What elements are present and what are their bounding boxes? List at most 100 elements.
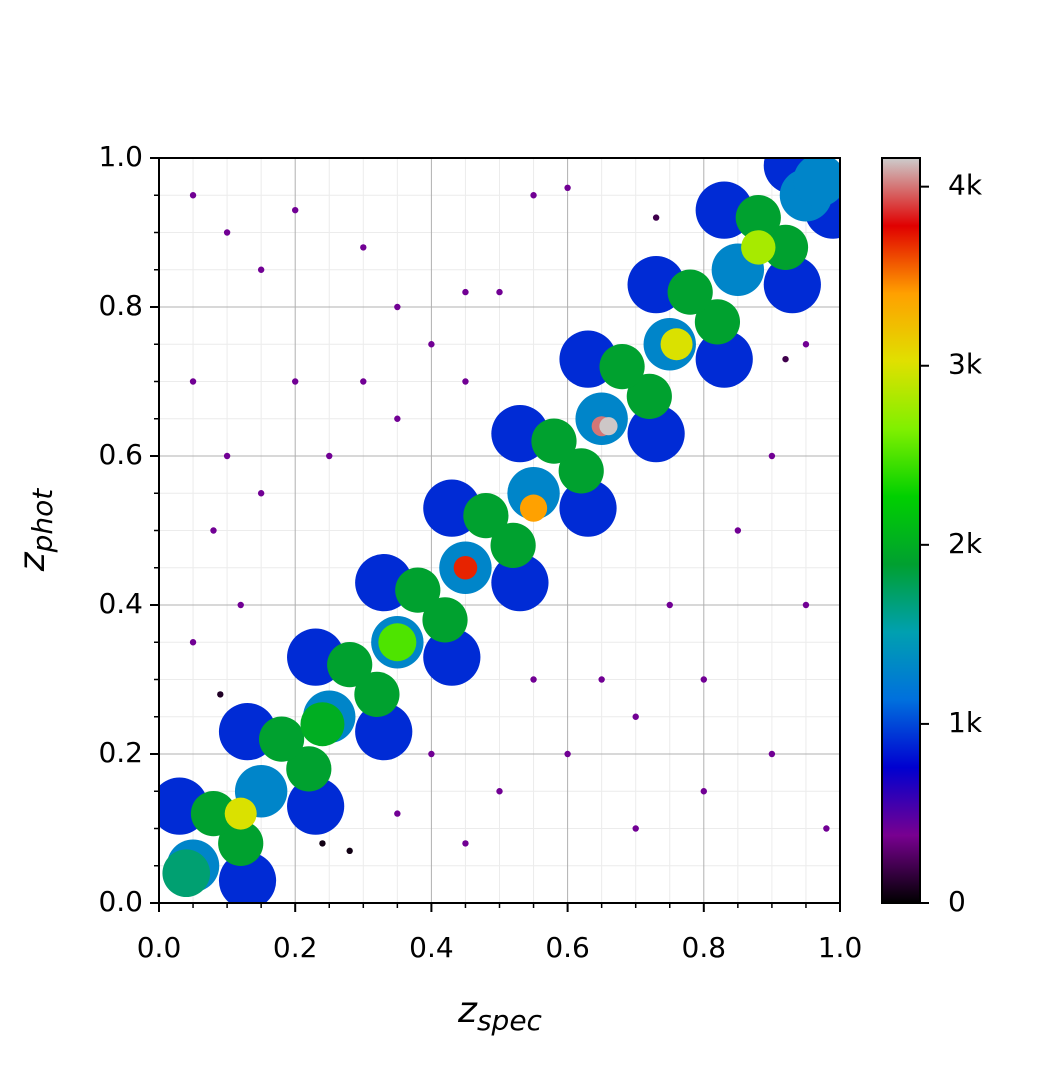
- point: [224, 797, 257, 830]
- point: [292, 206, 299, 214]
- colorbar-tick-label: 0: [948, 885, 966, 918]
- point: [491, 554, 549, 612]
- point: [237, 601, 244, 609]
- point: [394, 303, 401, 311]
- point: [667, 269, 713, 315]
- point: [189, 639, 197, 646]
- point: [453, 555, 478, 580]
- point: [768, 452, 776, 460]
- y-tick-label: 0.4: [98, 587, 143, 620]
- y-tick-label: 1.0: [98, 140, 143, 173]
- point: [223, 452, 231, 460]
- point: [632, 825, 639, 832]
- y-tick-label: 0.8: [98, 289, 143, 322]
- point: [793, 158, 840, 207]
- point: [599, 344, 645, 390]
- point: [632, 713, 639, 720]
- x-tick-label: 0.6: [545, 931, 590, 964]
- point: [162, 849, 211, 897]
- point: [496, 288, 503, 296]
- x-tick-label: 1.0: [818, 931, 863, 964]
- colorbar-tick-label: 4k: [948, 169, 983, 202]
- point: [735, 195, 781, 241]
- point: [223, 229, 231, 236]
- x-tick-label: 0.2: [273, 931, 318, 964]
- point: [218, 820, 264, 867]
- point: [462, 378, 469, 385]
- point: [802, 341, 810, 348]
- point: [598, 676, 605, 683]
- point: [763, 256, 821, 314]
- point: [599, 417, 618, 436]
- point: [519, 494, 548, 522]
- point: [218, 852, 277, 903]
- point: [768, 750, 776, 758]
- point: [319, 840, 326, 847]
- point: [564, 750, 571, 758]
- colorbar-tick-label: 1k: [948, 706, 983, 739]
- y-tick-label: 0.2: [98, 736, 143, 769]
- colorbar: [881, 157, 921, 904]
- point: [292, 378, 299, 385]
- point: [695, 330, 753, 388]
- point: [530, 676, 537, 683]
- x-axis-label: zspec: [457, 990, 542, 1037]
- points: [159, 158, 840, 903]
- point: [355, 703, 413, 761]
- point: [210, 527, 217, 534]
- point: [558, 448, 604, 494]
- point: [694, 299, 741, 345]
- point: [626, 373, 672, 419]
- point: [627, 405, 685, 463]
- point: [762, 224, 809, 270]
- point: [189, 378, 197, 385]
- y-label-base: z: [12, 551, 53, 572]
- x-label-sub: spec: [477, 1004, 543, 1037]
- point: [422, 597, 468, 643]
- point: [258, 716, 305, 762]
- y-axis-label: zphot: [12, 488, 59, 573]
- point: [652, 214, 660, 221]
- y-tick-label: 0.6: [98, 438, 143, 471]
- colorbar-tick-label: 3k: [948, 348, 983, 381]
- y-tick-label: 0.0: [98, 885, 143, 918]
- point: [802, 601, 810, 609]
- x-label-base: z: [457, 990, 478, 1031]
- point: [490, 522, 536, 569]
- point: [327, 642, 373, 688]
- point: [734, 527, 742, 534]
- axes: 0.0 0.2 0.4 0.6 0.8 1.0 0.0 0.2 0.4 0.6 0.8 1.0 0 1k 2…: [98, 140, 982, 964]
- point: [428, 750, 435, 758]
- x-tick-label: 0.8: [682, 931, 727, 964]
- point: [700, 788, 707, 795]
- point: [300, 702, 345, 747]
- point: [463, 492, 509, 539]
- point: [394, 810, 401, 817]
- point: [395, 567, 441, 613]
- point: [326, 452, 333, 460]
- x-tick-label: 0.4: [409, 931, 454, 964]
- point: [190, 791, 237, 837]
- point: [782, 355, 789, 363]
- point: [428, 341, 435, 348]
- y-label-sub: phot: [26, 488, 59, 554]
- point: [462, 288, 469, 296]
- point: [257, 266, 265, 273]
- point: [394, 415, 401, 422]
- point: [189, 192, 197, 199]
- point: [257, 490, 265, 497]
- point: [496, 788, 503, 795]
- point: [346, 847, 353, 855]
- point: [360, 244, 367, 251]
- colorbar-tick-label: 2k: [948, 527, 983, 560]
- point: [378, 623, 417, 662]
- point: [530, 192, 537, 199]
- point: [823, 825, 830, 832]
- point: [666, 601, 673, 609]
- point: [360, 378, 367, 385]
- x-tick-label: 0.0: [137, 931, 182, 964]
- point: [286, 746, 332, 792]
- point: [564, 184, 571, 191]
- point: [741, 230, 776, 265]
